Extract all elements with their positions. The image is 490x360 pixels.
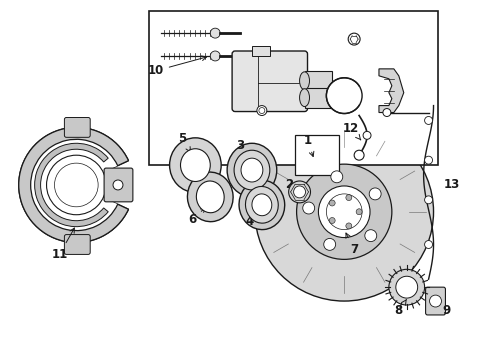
Wedge shape [31,139,118,231]
Circle shape [356,209,362,215]
Circle shape [318,186,370,238]
Circle shape [259,108,265,113]
Circle shape [47,155,106,215]
Polygon shape [379,69,404,113]
Text: 6: 6 [188,207,205,226]
Circle shape [294,186,306,198]
Ellipse shape [299,72,310,90]
Circle shape [296,164,392,260]
Ellipse shape [196,181,224,213]
Circle shape [425,156,433,164]
Text: 8: 8 [394,300,407,318]
Circle shape [210,51,220,61]
Circle shape [257,105,267,116]
Ellipse shape [241,158,263,182]
Ellipse shape [170,138,221,192]
Text: 3: 3 [236,139,250,159]
FancyBboxPatch shape [426,287,445,315]
Circle shape [354,150,364,160]
Text: 11: 11 [51,228,74,261]
Text: 13: 13 [443,179,460,192]
Ellipse shape [234,150,270,190]
Circle shape [363,131,371,139]
Circle shape [329,217,335,224]
Circle shape [365,230,377,242]
Circle shape [289,181,311,203]
Circle shape [331,171,343,183]
FancyBboxPatch shape [64,117,90,137]
Circle shape [326,78,362,113]
Text: 12: 12 [343,122,361,140]
Circle shape [326,194,362,230]
Circle shape [346,195,352,201]
Circle shape [303,202,315,214]
FancyBboxPatch shape [232,51,308,112]
Bar [305,88,332,108]
Ellipse shape [299,89,310,107]
Bar [149,11,439,165]
Text: 1: 1 [303,134,314,157]
Ellipse shape [188,172,233,222]
Circle shape [425,196,433,204]
Wedge shape [19,127,128,243]
Circle shape [324,238,336,250]
Circle shape [430,295,441,307]
FancyBboxPatch shape [104,168,133,202]
Bar [305,71,332,91]
Circle shape [113,180,123,190]
Text: 4: 4 [246,211,259,228]
Circle shape [369,188,381,200]
Bar [252,46,270,56]
Text: 2: 2 [286,179,299,192]
Ellipse shape [227,143,277,197]
Circle shape [396,276,417,298]
Circle shape [255,122,434,301]
Ellipse shape [252,194,272,216]
Bar [294,135,339,175]
Text: 5: 5 [178,132,191,152]
Ellipse shape [245,186,278,223]
Circle shape [389,269,425,305]
Ellipse shape [180,149,210,181]
Text: 10: 10 [147,56,207,77]
Circle shape [329,200,335,206]
Circle shape [348,33,360,45]
Wedge shape [19,127,128,243]
Text: 9: 9 [442,305,451,318]
Text: 7: 7 [346,233,358,256]
Circle shape [54,163,98,207]
Circle shape [425,117,433,125]
Circle shape [425,240,433,248]
Circle shape [346,223,352,229]
Circle shape [332,84,356,108]
Circle shape [210,28,220,38]
Ellipse shape [239,180,285,230]
Wedge shape [35,143,108,227]
Circle shape [383,109,391,117]
FancyBboxPatch shape [64,235,90,255]
